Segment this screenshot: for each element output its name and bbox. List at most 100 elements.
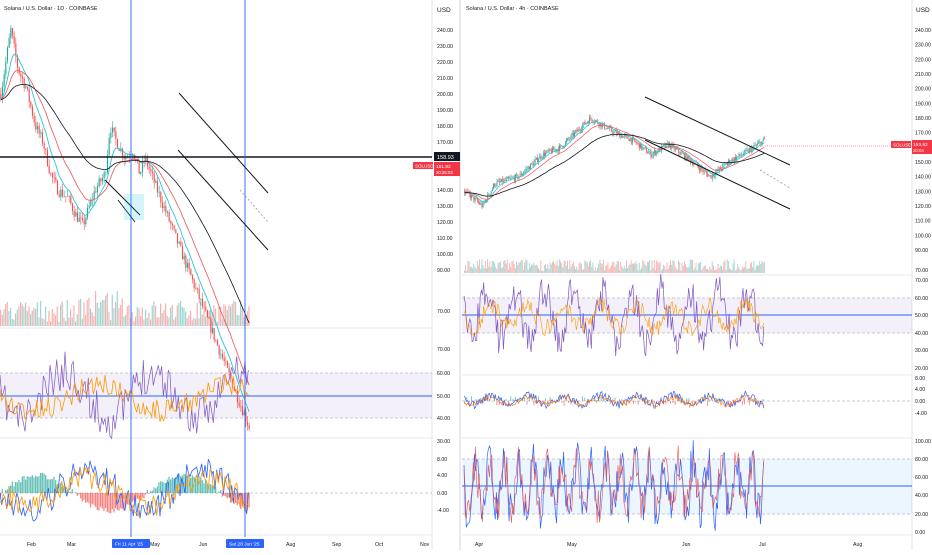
left-macd-hist [198,476,199,493]
left-volume-bar [32,311,33,326]
left-volume-bar [168,317,169,326]
right-macd-hist [513,399,514,401]
left-volume-bar [148,313,149,326]
right-volume-bar [549,269,550,273]
left-candle [50,173,51,174]
right-candle [522,174,523,175]
right-volume-bar [759,261,760,273]
right-volume-bar [510,267,511,273]
left-volume-bar [185,312,186,326]
right-candle [741,155,742,156]
left-volume-bar [67,300,68,326]
left-volume-bar [178,303,179,326]
right-candle [705,170,706,171]
right-candle [676,148,677,149]
right-volume-bar [471,267,472,273]
right-price-tick: 120.00 [915,204,931,210]
left-macd-hist [38,476,39,493]
left-macd-hist [50,479,51,493]
right-rsi-tick: 30.00 [915,348,928,354]
right-volume-bar [539,270,540,273]
left-volume-bar [22,304,23,326]
left-candle [195,288,196,289]
right-volume-bar [521,260,522,273]
left-volume-bar [25,303,26,326]
right-macd-hist [670,401,671,404]
left-price-tick: 100.00 [437,252,453,258]
left-volume-bar [167,316,168,326]
right-volume-bar [663,265,664,273]
right-volume-bar [594,270,595,273]
right-candle [541,156,542,158]
right-candle [494,184,495,186]
right-candle [586,123,587,124]
left-time-tick: Mar [67,542,76,548]
left-candle [109,138,110,154]
right-volume-bar [624,266,625,273]
right-volume-bar [645,265,646,273]
right-volume-bar [638,271,639,273]
right-volume-bar [757,265,758,273]
right-macd-hist [582,397,583,401]
right-candle [537,158,538,162]
left-volume-bar [45,307,46,326]
right-rsi-tick: 70.00 [915,278,928,284]
right-stoch-tick: 80.00 [915,457,928,463]
right-volume-bar [499,262,500,273]
right-volume-bar [528,269,529,273]
right-candle [682,152,683,153]
right-volume-bar [547,264,548,273]
left-candle [225,361,226,362]
right-volume-bar [643,261,644,273]
left-price-tick: 170.00 [437,140,453,146]
right-candle [538,160,539,162]
right-price-tick: 100.00 [915,233,931,239]
right-candle [748,150,749,153]
left-volume-bar [152,305,153,326]
left-macd-hist [103,493,104,511]
right-candle [543,153,544,158]
right-volume-bar [495,267,496,273]
right-candle [734,157,735,161]
right-candle [713,175,714,176]
right-volume-bar [719,268,720,273]
right-candle [502,179,503,183]
right-macd-hist [635,401,636,402]
left-candle [32,107,33,116]
right-candle [700,167,701,171]
left-volume-bar [142,308,143,326]
right-volume-bar [596,271,597,273]
left-volume-bar [128,305,129,326]
right-stoch-tick: 60.00 [915,475,928,481]
left-volume-bar [203,311,204,326]
left-volume-bar [230,307,231,326]
left-candle [69,196,70,197]
left-candle [217,340,218,345]
right-candle [473,196,474,201]
right-candle [535,159,536,161]
left-volume-bar [15,314,16,326]
right-volume-bar [506,263,507,273]
right-volume-bar [670,261,671,273]
right-volume-bar [529,263,530,273]
left-candle [84,220,85,224]
right-candle [498,181,499,182]
right-volume-bar [702,268,703,273]
left-candle [114,128,115,132]
left-candle [164,206,165,208]
left-candle [37,126,38,129]
right-volume-bar [613,262,614,273]
right-macd-hist [744,401,745,404]
right-volume-bar [503,261,504,273]
left-macd-hist [93,493,94,505]
left-volume-bar [85,315,86,326]
right-macd-hist [533,401,534,405]
right-candle [521,174,522,176]
left-candle [249,425,250,429]
left-volume-bar [27,311,28,326]
left-volume-bar [88,298,89,326]
left-candle [205,307,206,311]
left-macd-hist [218,491,219,493]
right-rsi-band [462,298,912,333]
right-volume-bar [623,269,624,273]
